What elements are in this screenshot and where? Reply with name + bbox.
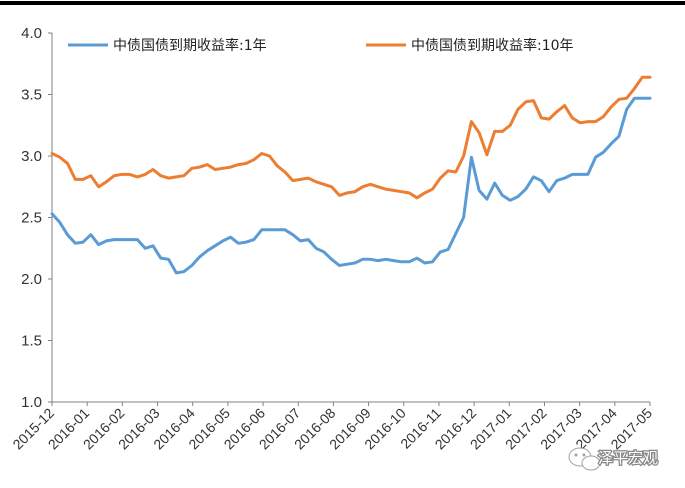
series-line-1y (50, 96, 652, 275)
legend-label-1y: 中债国债到期收益率:1年 (113, 37, 267, 54)
watermark-text: 泽平宏观 (598, 449, 658, 467)
y-tick-label: 1.0 (21, 394, 42, 411)
y-tick-label: 4.0 (21, 25, 42, 42)
y-tick-label: 3.5 (21, 87, 42, 104)
axes (51, 33, 650, 403)
watermark: 泽平宏观 (568, 447, 659, 471)
legend-label-10y: 中债国债到期收益率:10年 (411, 37, 574, 54)
y-tick-label: 2.0 (21, 271, 42, 288)
y-tick-label: 3.0 (21, 148, 42, 165)
series-line-10y (50, 75, 652, 200)
legend-item-1y: 中债国债到期收益率:1年 (68, 37, 267, 54)
legend: 中债国债到期收益率:1年 中债国债到期收益率:10年 (68, 37, 574, 54)
legend-item-10y: 中债国债到期收益率:10年 (366, 37, 574, 54)
series-lines (50, 75, 652, 275)
y-tick-label: 2.5 (21, 210, 42, 227)
wechat-icon (568, 447, 601, 471)
y-tick-label: 1.5 (21, 333, 42, 350)
y-axis-ticks: 1.0 1.5 2.0 2.5 3.0 3.5 4.0 (21, 25, 52, 411)
